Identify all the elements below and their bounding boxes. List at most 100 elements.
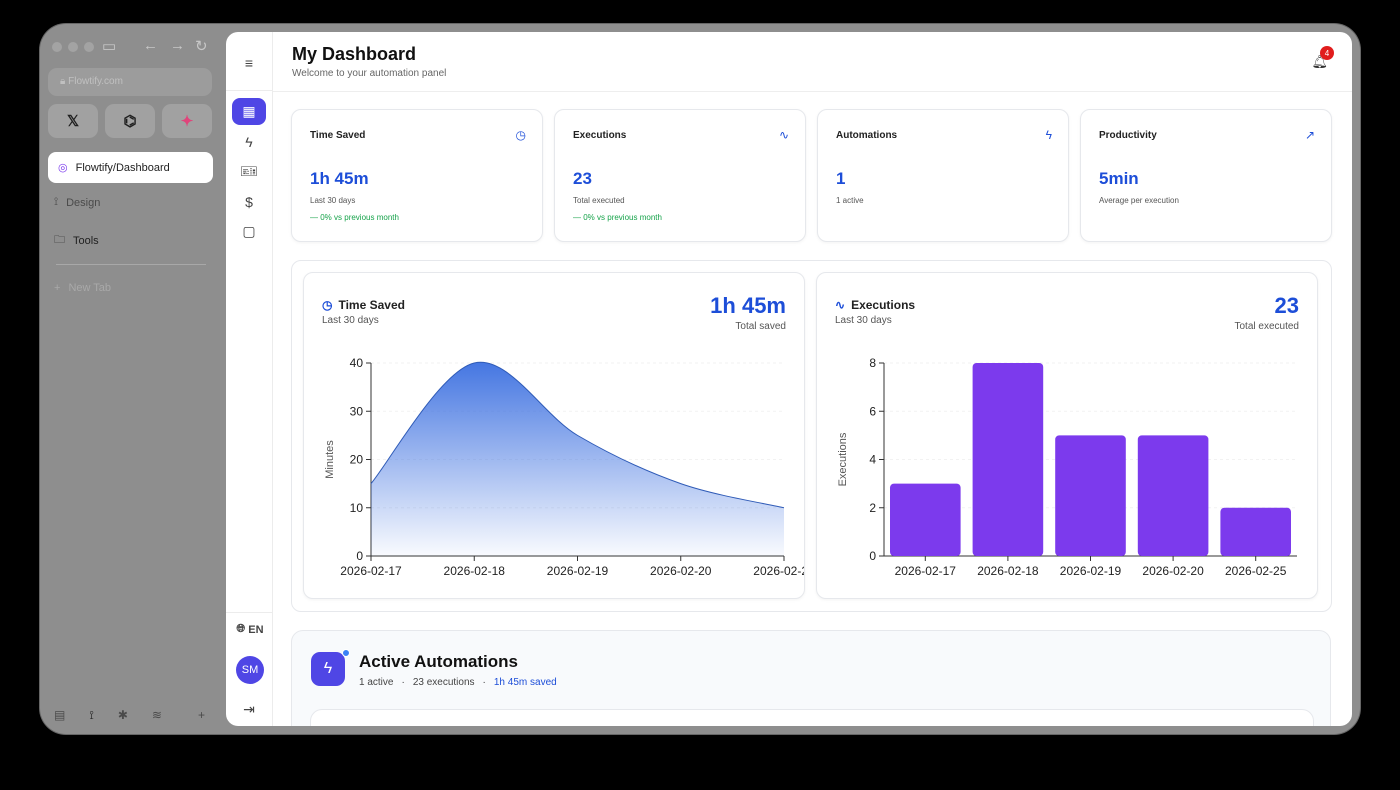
stat-value: 23: [573, 169, 592, 188]
stat-delta: — 0% vs previous month: [310, 213, 399, 222]
time-saved-summary: 1h 45m saved: [493, 677, 557, 688]
executions-bar-chart: 0 2 4 6 8 Executions 2026-02-17 2026-02-18 2026-…: [837, 356, 1297, 578]
globe-icon: 🌐︎: [236, 623, 246, 635]
automation-card[interactable]: [310, 709, 1314, 726]
page-subtitle: Welcome to your automation panel: [292, 68, 447, 79]
sidebar-divider: [56, 264, 206, 265]
asterisk-icon[interactable]: ✱: [117, 708, 128, 722]
x-tick-label: 2026-02-17: [340, 564, 402, 578]
bar: [1220, 507, 1291, 556]
y-tick-label: 10: [350, 501, 364, 515]
activity-icon: ∿: [778, 128, 789, 142]
y-tick-label: 40: [350, 356, 364, 370]
y-tick-label: 6: [869, 404, 876, 418]
sidebar-item-label: Tools: [73, 234, 99, 247]
new-tab-label: New Tab: [68, 282, 112, 294]
forward-icon[interactable]: →: [170, 37, 185, 54]
reload-icon[interactable]: ↻: [195, 38, 208, 55]
github-icon: ⌬: [123, 113, 137, 130]
chat-icon: ▢: [242, 223, 256, 239]
y-tick-label: 30: [350, 404, 364, 418]
sidebar-item-tools[interactable]: 🗀︎ Tools: [54, 231, 99, 250]
x-tick-label: 2026-02-20: [1142, 564, 1204, 578]
sidebar-bottom-bar: ▤ ⟟ ✱ ≋ +: [54, 708, 205, 723]
chart-title: ◷ Time Saved: [322, 298, 405, 312]
x-tick-label: 2026-02-25: [1225, 564, 1287, 578]
lock-icon: 🔒︎: [60, 76, 69, 87]
bolt-icon: ϟ: [245, 133, 253, 150]
add-space-icon[interactable]: +: [197, 708, 205, 722]
notification-badge: 4: [1320, 46, 1334, 60]
y-tick-label: 0: [869, 549, 876, 563]
bar: [972, 363, 1044, 556]
nav-automations[interactable]: ϟ: [232, 128, 266, 155]
bar: [890, 483, 961, 556]
status-dot: [342, 649, 350, 657]
x-tick-label: 2026-02-19: [1060, 564, 1122, 578]
back-icon[interactable]: ←: [143, 37, 158, 54]
stat-label: Automations: [836, 130, 898, 141]
stat-note: Average per execution: [1099, 196, 1179, 205]
stat-note: Total executed: [573, 196, 625, 205]
stat-delta: — 0% vs previous month: [573, 213, 662, 222]
layers-icon[interactable]: ≋: [151, 708, 162, 722]
bar: [1137, 435, 1209, 556]
browser-window: ▭ ← → ↻ 🔒︎ Flowtify.com 𝕏 ⌬ ✦ ◎ Flowtify…: [40, 24, 1360, 734]
archive-icon[interactable]: ▤: [54, 708, 66, 722]
stat-card-executions: Executions ∿ 23 Total executed — 0% vs p…: [554, 109, 806, 242]
nav-dashboard[interactable]: ▦: [232, 98, 266, 125]
language-switch[interactable]: 🌐︎ EN: [232, 616, 268, 643]
page-header: My Dashboard Welcome to your automation …: [273, 32, 1352, 92]
sidebar-item-label: Design: [66, 196, 101, 209]
x-tick-label: 2026-02-25: [753, 564, 804, 578]
nav-rail: ≡ ▦ ϟ 🎫︎ $ ▢ 🌐︎ EN SM ⇥: [226, 32, 273, 726]
time-saved-area-chart: 0 10 20 30 40 Minutes 2026-02-17 2026-02-18 2026…: [324, 356, 804, 578]
y-tick-label: 20: [350, 453, 364, 467]
url-bar[interactable]: 🔒︎ Flowtify.com: [48, 68, 212, 96]
y-axis-label: Minutes: [324, 440, 336, 479]
y-axis-label: Executions: [837, 432, 849, 486]
stat-label: Time Saved: [310, 130, 366, 141]
sidebar-toggle-icon[interactable]: ▭: [102, 38, 117, 55]
tab-flowtify-dashboard[interactable]: ◎ Flowtify/Dashboard: [48, 152, 213, 183]
chart-total-note: Total saved: [735, 321, 786, 332]
x-tick-label: 2026-02-19: [547, 564, 609, 578]
folder-icon: 🗀︎: [54, 234, 65, 246]
favorite-figma[interactable]: ✦: [162, 104, 212, 138]
x-tick-label: 2026-02-18: [977, 564, 1039, 578]
design-icon: ⟟: [54, 196, 59, 208]
x-tick-label: 2026-02-18: [444, 564, 506, 578]
bolt-icon: ϟ: [311, 652, 345, 686]
bar: [1055, 435, 1126, 556]
logout-icon[interactable]: ⇥: [243, 701, 255, 717]
sidebar-item-design[interactable]: ⟟ Design: [54, 196, 100, 209]
active-count: 1 active: [359, 677, 394, 688]
nav-messages[interactable]: ▢: [232, 218, 266, 245]
automation-meta: 1 active · 23 executions · 1h 45m saved: [359, 677, 557, 688]
x-tick-label: 2026-02-17: [895, 564, 957, 578]
y-tick-label: 8: [869, 356, 876, 370]
stat-card-time-saved: Time Saved ◷ 1h 45m Last 30 days — 0% vs…: [291, 109, 543, 242]
stat-value: 1: [836, 169, 846, 188]
clock-icon: ◷: [322, 298, 333, 312]
favorite-github[interactable]: ⌬: [105, 104, 155, 138]
window-controls[interactable]: [52, 42, 94, 52]
stat-card-productivity: Productivity ↗ 5min Average per executio…: [1080, 109, 1332, 242]
nav-tickets[interactable]: 🎫︎: [232, 158, 266, 185]
design-icon[interactable]: ⟟: [89, 708, 94, 722]
new-tab-button[interactable]: + New Tab: [54, 282, 111, 294]
avatar[interactable]: SM: [236, 656, 264, 684]
browser-sidebar: ▭ ← → ↻ 🔒︎ Flowtify.com 𝕏 ⌬ ✦ ◎ Flowtify…: [40, 24, 226, 734]
nav-billing[interactable]: $: [232, 188, 266, 215]
menu-icon[interactable]: ≡: [244, 54, 254, 71]
stat-value: 5min: [1099, 169, 1139, 188]
tab-label: Flowtify/Dashboard: [75, 161, 170, 174]
flowtify-logo-icon: ◎: [58, 162, 68, 174]
y-tick-label: 4: [869, 453, 876, 467]
url-text: Flowtify.com: [68, 76, 123, 87]
stat-note: Last 30 days: [310, 196, 356, 205]
activity-icon: ∿: [835, 298, 846, 312]
favorite-x[interactable]: 𝕏: [48, 104, 98, 138]
executions-chart-card: ∿ Executions Last 30 days 23 Total execut…: [816, 272, 1318, 599]
grid-icon: ▦: [242, 103, 256, 119]
